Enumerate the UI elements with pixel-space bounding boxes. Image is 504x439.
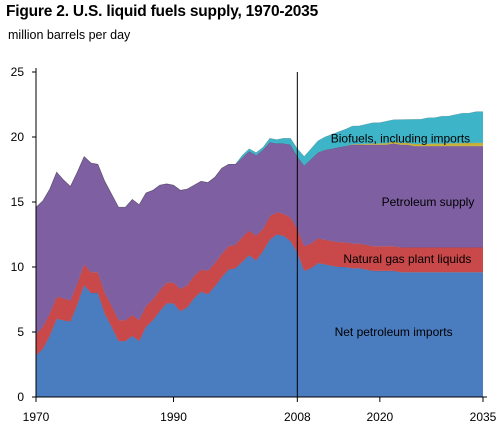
series-area-petroleum-supply — [36, 142, 483, 335]
x-tick-label: 1970 — [23, 410, 50, 424]
y-tick-label: 20 — [11, 130, 25, 144]
series-area-biofuels-including-imports — [36, 111, 483, 208]
series-edge-biofuels-including-imports — [35, 111, 483, 208]
label-petroleum-supply: Petroleum supply — [382, 195, 475, 209]
series-area-net-petroleum-imports — [36, 234, 483, 397]
x-tick-label: 2008 — [284, 410, 311, 424]
y-axis-unit-label: million barrels per day — [8, 28, 131, 42]
y-tick-label: 25 — [11, 65, 25, 79]
annotation-labels: Biofuels, including imports Petroleum sup… — [331, 131, 475, 339]
x-tick-label: 2020 — [366, 410, 393, 424]
label-biofuels-including-imports: Biofuels, including imports — [331, 131, 470, 145]
x-tick-label: 1990 — [160, 410, 187, 424]
label-natural-gas-plant-liquids: Natural gas plant liquids — [343, 252, 471, 266]
chart-title: Figure 2. U.S. liquid fuels supply, 1970… — [6, 3, 319, 20]
area-layers — [35, 111, 483, 397]
y-tick-label: 15 — [11, 195, 25, 209]
y-tick-label: 5 — [17, 325, 24, 339]
series-area-natural-gas-plant-liquids — [36, 212, 483, 356]
label-net-petroleum-imports: Net petroleum imports — [335, 325, 453, 339]
y-tick-label: 0 — [17, 390, 24, 404]
axes: 0 5 10 15 20 25 1970 1990 2008 2020 2035 — [11, 65, 497, 424]
x-tick-label: 2035 — [470, 410, 497, 424]
y-tick-label: 10 — [11, 260, 25, 274]
